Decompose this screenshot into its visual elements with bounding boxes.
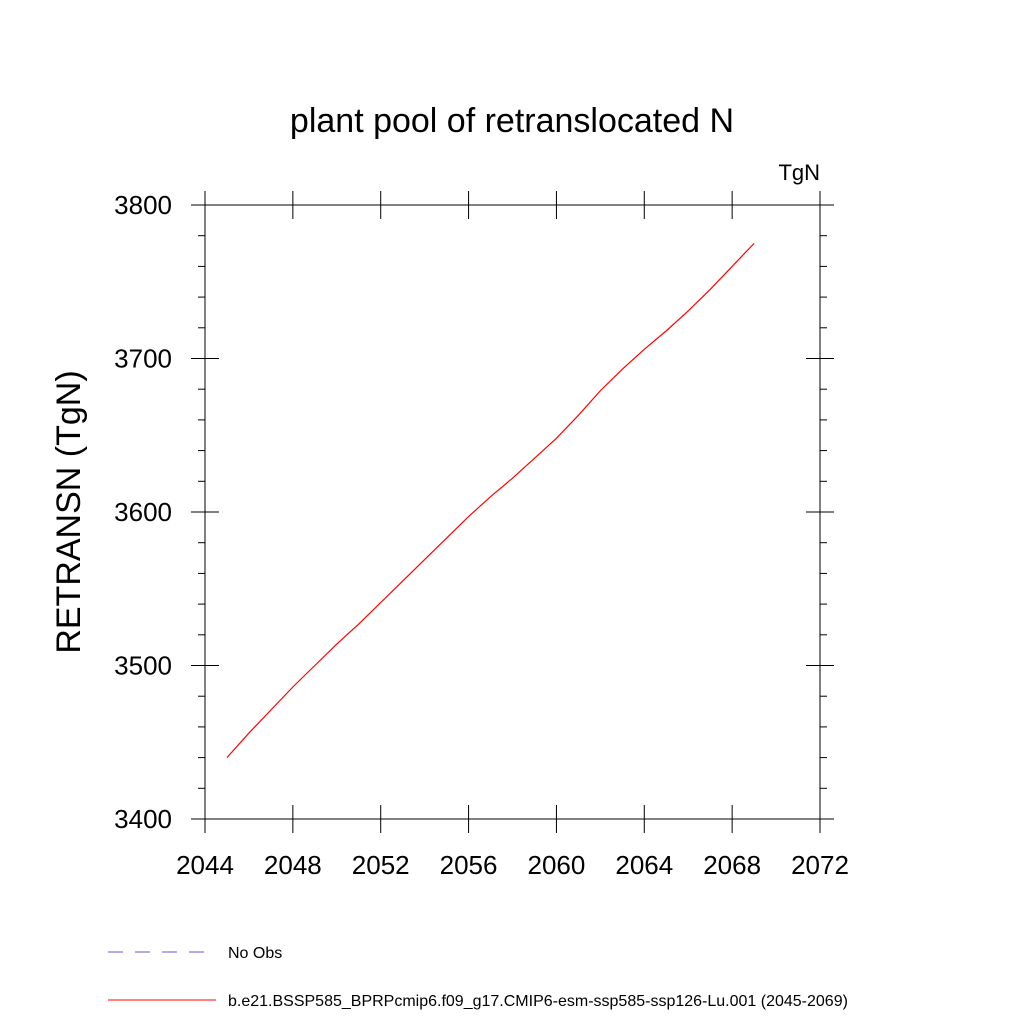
x-tick-label: 2060 xyxy=(528,850,586,880)
legend: No Obs b.e21.BSSP585_BPRPcmip6.f09_g17.CM… xyxy=(108,945,848,1010)
x-tick-label: 2072 xyxy=(791,850,849,880)
y-tick-label: 3700 xyxy=(114,344,172,374)
y-axis-label: RETRANSN (TgN) xyxy=(50,370,88,653)
series-line xyxy=(226,242,755,759)
chart-title: plant pool of retranslocated N xyxy=(290,102,734,140)
x-tick-label: 2064 xyxy=(615,850,673,880)
units-label: TgN xyxy=(778,160,820,185)
axis-tick-labels: 2044 2048 2052 2056 2060 2064 2068 2072 3400 3500… xyxy=(114,190,849,880)
x-tick-label: 2056 xyxy=(440,850,498,880)
y-tick-label: 3800 xyxy=(114,190,172,220)
legend-label: No Obs xyxy=(228,945,282,962)
series-layer xyxy=(226,242,755,759)
plot-frame xyxy=(204,204,821,820)
y-tick-label: 3500 xyxy=(114,651,172,681)
axis-ticks xyxy=(191,191,834,833)
y-tick-label: 3400 xyxy=(114,804,172,834)
y-tick-label: 3600 xyxy=(114,497,172,527)
x-tick-label: 2068 xyxy=(703,850,761,880)
x-tick-label: 2048 xyxy=(264,850,322,880)
legend-label: b.e21.BSSP585_BPRPcmip6.f09_g17.CMIP6-es… xyxy=(228,993,848,1010)
x-tick-label: 2052 xyxy=(352,850,410,880)
x-tick-label: 2044 xyxy=(176,850,234,880)
